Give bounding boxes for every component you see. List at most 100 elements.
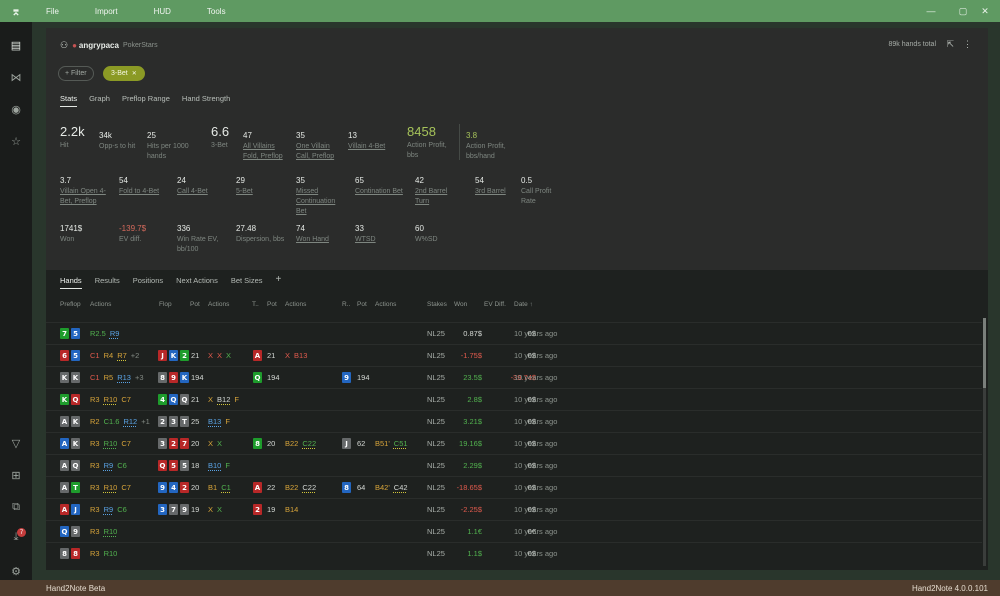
flop-action[interactable]: X (208, 351, 214, 360)
tab-results[interactable]: Results (94, 276, 120, 285)
table-row[interactable]: K Q R3 R10 C7 4 Q Q 21 X B12 F NL25 2.8$ 0$ 10 years ag… (46, 388, 982, 410)
table-row[interactable]: 8 8 R3 R10 NL25 1.1$ 0$ 10 years ago (46, 542, 982, 564)
preflop-action[interactable]: C1 (90, 351, 100, 360)
flop-action[interactable]: X (217, 439, 223, 448)
menu-tools[interactable]: Tools (206, 6, 226, 16)
preflop-action[interactable]: C6 (117, 505, 127, 514)
stat-villain-4bet[interactable]: 13 Villain 4-Bet (348, 131, 386, 150)
stat-5bet[interactable]: 29 5-Bet (236, 176, 253, 195)
river-action[interactable]: C51 (393, 439, 408, 448)
col-river-actions[interactable]: Actions (375, 301, 397, 308)
stat-missed-cbet[interactable]: 35 Missed Continuation Bet (296, 176, 336, 216)
col-preflop[interactable]: Preflop (60, 301, 81, 308)
preflop-action[interactable]: C7 (121, 395, 131, 404)
flop-action[interactable]: F (234, 395, 239, 404)
minimize-button[interactable]: — (926, 6, 936, 16)
broadcast-icon[interactable]: ◉ (11, 103, 21, 116)
preflop-action[interactable]: C6 (117, 461, 127, 470)
stat-villain-open-4bet[interactable]: 3.7 Villain Open 4-Bet, Preflop (60, 176, 106, 206)
col-date[interactable]: Date ↑ (514, 301, 533, 308)
turn-action[interactable]: C22 (302, 483, 317, 492)
river-action[interactable]: B51' (375, 439, 390, 448)
tab-bet-sizes[interactable]: Bet Sizes (230, 276, 263, 285)
star-list-icon[interactable]: ☆ (11, 135, 21, 148)
tree-icon[interactable]: ⋈ (10, 71, 22, 84)
preflop-action[interactable]: R7 (117, 351, 127, 360)
settings-gear-icon[interactable]: ⚙ (11, 565, 21, 578)
table-row[interactable]: A K R2 C1.6 R12 +1 2 3 T 25 B13 F NL25 3.21$ 0$ 10 year… (46, 410, 982, 432)
tab-hand-strength[interactable]: Hand Strength (181, 94, 231, 103)
preflop-action[interactable]: R2 (90, 417, 100, 426)
col-ev-diff[interactable]: EV Diff. (484, 301, 506, 308)
table-scrollbar[interactable] (983, 318, 986, 566)
add-tab-button[interactable]: + (275, 274, 282, 285)
flop-action[interactable]: X (208, 395, 214, 404)
close-button[interactable]: ✕ (981, 5, 989, 16)
turn-action[interactable]: X (285, 351, 291, 360)
menu-file[interactable]: File (46, 6, 59, 16)
tab-graph[interactable]: Graph (89, 94, 110, 103)
turn-action[interactable]: B22 (285, 439, 299, 448)
flop-action[interactable]: X (208, 439, 214, 448)
col-turn-actions[interactable]: Actions (285, 301, 307, 308)
open-external-icon[interactable]: ⇱ (946, 39, 954, 49)
preflop-action[interactable]: R3 (90, 395, 100, 404)
col-turn[interactable]: T.. (252, 301, 259, 308)
stat-cbet[interactable]: 65 Contination Bet (355, 176, 403, 195)
river-action[interactable]: C42 (393, 483, 408, 492)
more-options-icon[interactable]: ⋮ (963, 39, 972, 49)
table-row[interactable]: K K C1 R5 R13 +3 8 9 K 194 Q 194 9 194 NL25 23.5$ -39.74… (46, 366, 982, 388)
col-flop-actions[interactable]: Actions (208, 301, 230, 308)
turn-action[interactable]: C22 (302, 439, 317, 448)
preflop-action[interactable]: R5 (103, 373, 114, 382)
preflop-action[interactable]: R9 (103, 461, 114, 470)
preflop-action[interactable]: +2 (130, 351, 140, 360)
flop-action[interactable]: B10 (208, 461, 222, 470)
preflop-action[interactable]: R10 (103, 439, 118, 448)
table-row[interactable]: A K R3 R10 C7 3 2 7 20 X X 8 20 B22 C22 J 62 B51' C51 NL25 1… (46, 432, 982, 454)
stat-call-4bet[interactable]: 24 Call 4-Bet (177, 176, 208, 195)
preflop-action[interactable]: R3 (90, 461, 100, 470)
flop-action[interactable]: X (226, 351, 232, 360)
preflop-action[interactable]: R9 (109, 329, 120, 338)
preflop-action[interactable]: R3 (90, 483, 100, 492)
river-action[interactable]: B42' (375, 483, 390, 492)
flop-action[interactable]: B12 (217, 395, 231, 404)
stat-won-hand[interactable]: 74 Won Hand (296, 224, 329, 243)
preflop-action[interactable]: C7 (121, 483, 131, 492)
layout-icon[interactable]: ⊞ (11, 469, 21, 482)
col-pre-actions[interactable]: Actions (90, 301, 112, 308)
windows-icon[interactable]: ⧉ (12, 500, 20, 513)
preflop-action[interactable]: C1.6 (103, 417, 120, 426)
flop-action[interactable]: B1 (208, 483, 218, 492)
table-row[interactable]: A J R3 R9 C6 3 7 9 19 X X 2 19 B14 NL25 -2.25$ 0$ 10 year… (46, 498, 982, 520)
flop-action[interactable]: X (217, 351, 223, 360)
menu-import[interactable]: Import (94, 6, 118, 16)
filter-icon[interactable]: ▽ (11, 437, 21, 450)
tab-stats[interactable]: Stats (60, 94, 78, 107)
preflop-action[interactable]: R3 (90, 527, 100, 536)
flop-action[interactable]: F (225, 417, 230, 426)
tab-hands[interactable]: Hands (60, 276, 82, 289)
turn-action[interactable]: B13 (294, 351, 308, 360)
preflop-action[interactable]: R4 (103, 351, 114, 360)
col-flop-pot[interactable]: Pot (190, 301, 200, 308)
player-name[interactable]: angrypaca (78, 41, 119, 50)
scrollbar-thumb[interactable] (983, 318, 986, 388)
add-filter-button[interactable]: + Filter (58, 66, 94, 81)
flop-action[interactable]: X (208, 505, 214, 514)
table-row[interactable]: 7 5 R2.5 R9 NL25 0.87$ 0$ 10 years ago (46, 322, 982, 344)
flop-action[interactable]: X (217, 505, 223, 514)
tab-preflop-range[interactable]: Preflop Range (121, 94, 170, 103)
col-river[interactable]: R.. (342, 301, 351, 308)
tab-positions[interactable]: Positions (132, 276, 164, 285)
preflop-action[interactable]: R3 (90, 439, 100, 448)
preflop-action[interactable]: C1 (90, 373, 100, 382)
tab-next-actions[interactable]: Next Actions (176, 276, 218, 285)
table-row[interactable]: A T R3 R10 C7 9 4 2 20 B1 C1 A 22 B22 C22 8 64 B42' C42 NL2… (46, 476, 982, 498)
stat-2nd-barrel[interactable]: 42 2nd Barrel Turn (415, 176, 448, 206)
maximize-button[interactable]: ▢ (958, 5, 968, 16)
stat-one-villain-call[interactable]: 35 One Villain Call, Preflop (296, 131, 335, 161)
flop-action[interactable]: F (225, 461, 230, 470)
menu-hud[interactable]: HUD (153, 6, 171, 16)
